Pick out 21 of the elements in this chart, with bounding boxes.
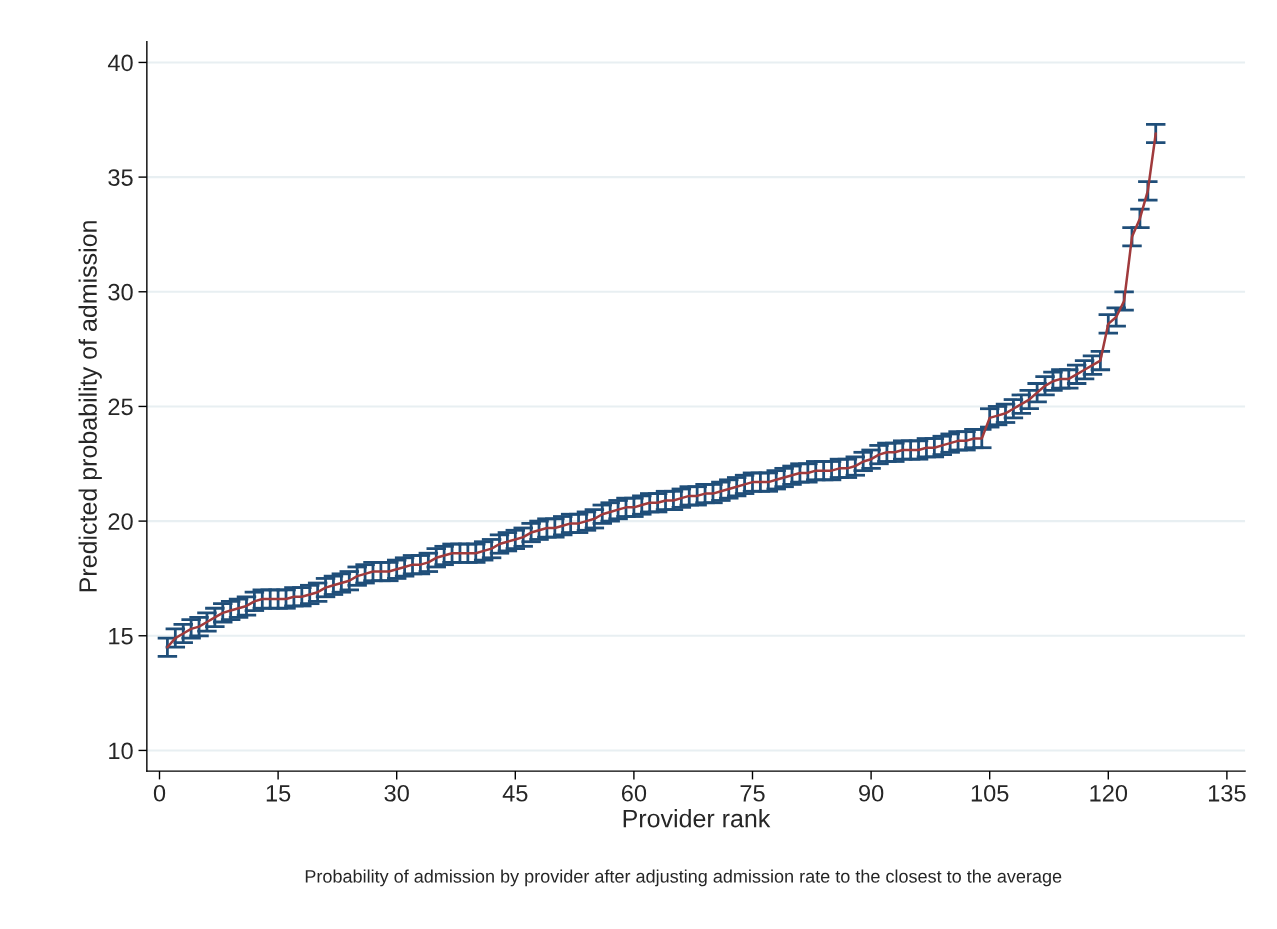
x-tick-label: 30 [384, 784, 409, 802]
x-tick-label: 105 [971, 784, 1009, 802]
y-tick-label: 35 [108, 169, 133, 186]
x-tick-label: 45 [502, 785, 528, 802]
x-tick-label: 135 [1209, 784, 1246, 802]
x-tick-label: 120 [1090, 784, 1128, 802]
y-tick-label: 10 [109, 742, 133, 760]
x-tick-label: 90 [859, 784, 884, 802]
x-axis-title: Provider rank [623, 809, 771, 828]
x-tick-label: 75 [740, 785, 765, 802]
y-tick-label: 25 [108, 398, 133, 416]
x-tick-label: 60 [621, 784, 647, 802]
x-tick-label: 0 [153, 784, 166, 802]
line-series [166, 132, 1157, 649]
x-tick-label: 15 [266, 785, 291, 802]
y-axis-title: Predicted probability of admission [78, 221, 102, 592]
y-tick-label: 30 [108, 283, 133, 301]
y-tick-label: 15 [109, 628, 133, 645]
y-tick-label: 20 [108, 513, 133, 530]
y-tick-label: 40 [107, 54, 133, 72]
text: Probability of admission by provider after adjusting admission rate to the closest to the average [305, 869, 1062, 887]
